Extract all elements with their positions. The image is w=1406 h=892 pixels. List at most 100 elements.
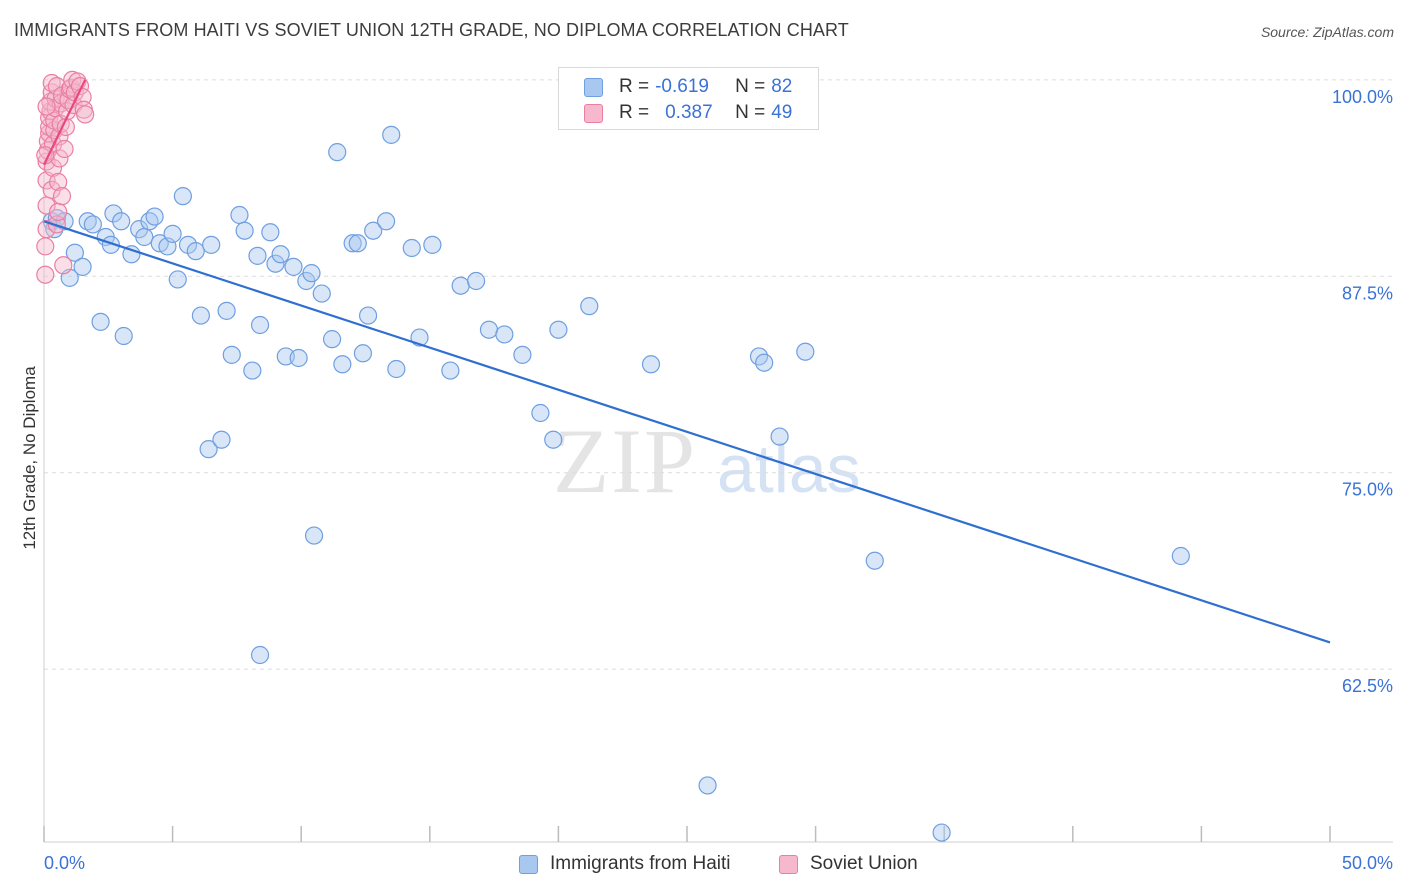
haiti-point (304, 526, 324, 545)
haiti-point (932, 823, 951, 842)
haiti-point (91, 312, 110, 331)
haiti-point (145, 207, 164, 226)
soviet-point (36, 237, 55, 256)
legend-item-haiti[interactable]: Immigrants from Haiti (519, 853, 731, 875)
soviet-point (49, 202, 68, 221)
stats-legend: R = -0.619 N = 82 R = 0.387 N = 49 (558, 67, 819, 130)
haiti-point (353, 344, 373, 363)
haiti-point (755, 353, 774, 372)
haiti-point (65, 243, 84, 262)
haiti-point (199, 440, 218, 459)
haiti-trend-line (43, 220, 1331, 644)
haiti-point (312, 284, 331, 303)
haiti-point (770, 427, 789, 446)
haiti-point (248, 246, 267, 265)
soviet-point (54, 256, 73, 275)
haiti-point (122, 245, 141, 264)
r-label: R = (619, 102, 650, 123)
haiti-point (328, 143, 347, 162)
x-tick-label: 0.0% (44, 853, 85, 873)
haiti-point (173, 187, 192, 206)
stats-swatch-haiti (584, 77, 603, 97)
stats-swatch-soviet (584, 103, 603, 123)
haiti-point (495, 325, 514, 344)
y-axis-label: 12th Grade, No Diploma (20, 366, 39, 550)
n-value-soviet: 49 (771, 102, 793, 123)
haiti-point (423, 235, 442, 254)
trend-lines (43, 79, 1331, 644)
haiti-point (302, 264, 321, 283)
haiti-point (513, 345, 532, 364)
soviet-point (52, 187, 72, 206)
stats-row-haiti: R = -0.619 N = 82 (584, 75, 792, 99)
haiti-point (217, 301, 236, 320)
axes (43, 80, 1393, 843)
r-value-haiti: -0.619 (655, 76, 709, 97)
haiti-point (348, 234, 367, 253)
haiti-point (544, 430, 563, 449)
haiti-point (343, 234, 362, 253)
legend-label-haiti: Immigrants from Haiti (550, 853, 731, 874)
haiti-point (402, 238, 421, 258)
haiti-point (698, 776, 717, 795)
haiti-point (641, 355, 661, 374)
haiti-point (114, 326, 133, 346)
haiti-point (191, 306, 210, 325)
soviet-point (37, 220, 56, 239)
haiti-point (364, 221, 383, 240)
chart-title: IMMIGRANTS FROM HAITI VS SOVIET UNION 12… (14, 20, 849, 40)
soviet-point (76, 105, 95, 124)
haiti-point (580, 297, 599, 316)
soviet-point (50, 149, 69, 168)
legend-swatch-soviet (779, 854, 798, 874)
r-value-soviet: 0.387 (665, 102, 713, 123)
haiti-point (549, 320, 568, 339)
haiti-point (266, 254, 285, 273)
watermark: ZIP atlas (553, 410, 861, 512)
haiti-point (83, 215, 102, 234)
haiti-point (289, 348, 308, 368)
soviet-point (49, 172, 68, 192)
haiti-point (202, 235, 221, 254)
haiti-point (531, 403, 550, 423)
tick-labels: 100.0% 87.5% 75.0% 62.5% 0.0% 50.0% (44, 87, 1393, 873)
haiti-point (230, 205, 249, 225)
haiti-point (104, 204, 123, 223)
r-label: R = (619, 76, 650, 97)
haiti-point (186, 242, 205, 261)
haiti-point (441, 361, 460, 380)
haiti-point (78, 212, 97, 231)
watermark-zip: ZIP (553, 410, 697, 512)
haiti-point (382, 125, 401, 144)
soviet-point (55, 139, 74, 159)
y-tick-label: 75.0% (1342, 480, 1393, 500)
legend-item-soviet[interactable]: Soviet Union (779, 853, 918, 875)
haiti-point (163, 224, 182, 243)
haiti-point (796, 342, 815, 361)
haiti-point (168, 270, 187, 289)
haiti-point (271, 245, 290, 264)
x-tick-label: 50.0% (1342, 853, 1393, 873)
haiti-point (73, 257, 92, 276)
haiti-point (135, 227, 154, 247)
y-tick-label: 87.5% (1342, 283, 1393, 303)
stats-row-soviet: R = 0.387 N = 49 (584, 101, 792, 125)
haiti-point (284, 257, 303, 276)
haiti-point (112, 212, 131, 231)
haiti-point (243, 361, 262, 380)
haiti-point (222, 345, 241, 364)
haiti-point (451, 276, 470, 295)
n-label: N = (735, 76, 766, 97)
legend-swatch-haiti (519, 854, 538, 874)
n-value-haiti: 82 (771, 76, 793, 97)
haiti-point (322, 330, 342, 349)
haiti-point (387, 359, 406, 379)
bottom-legend: Immigrants from Haiti Soviet Union (0, 850, 1406, 880)
legend-label-soviet: Soviet Union (810, 853, 918, 874)
watermark-atlas: atlas (717, 431, 861, 507)
haiti-point (479, 320, 499, 339)
haiti-point (250, 645, 270, 665)
soviet-trend-line (43, 79, 87, 166)
haiti-point (250, 315, 270, 335)
